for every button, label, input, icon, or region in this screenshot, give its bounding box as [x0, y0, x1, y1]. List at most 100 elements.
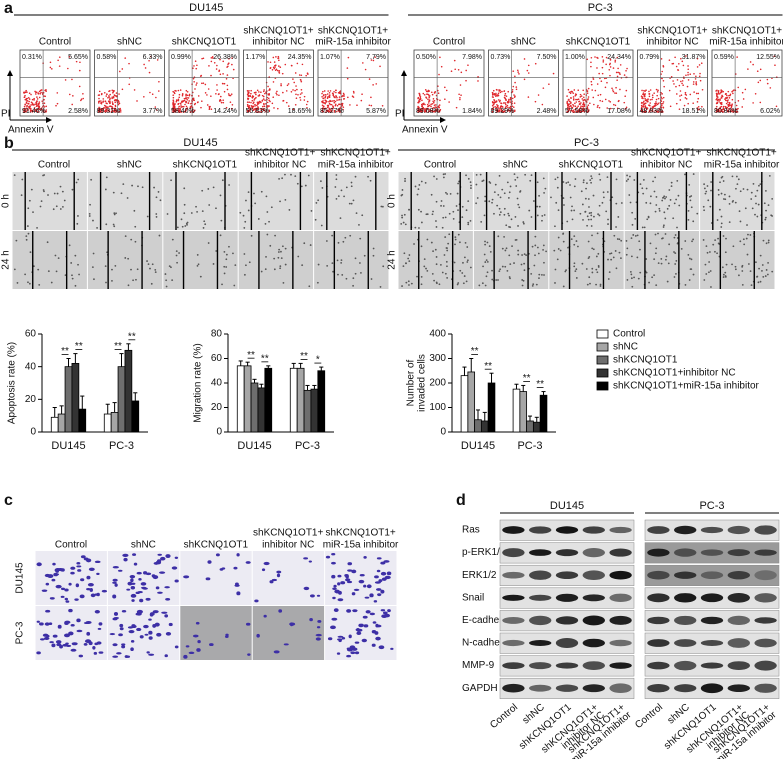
- cell-dot: [745, 89, 747, 91]
- blot-band: [556, 549, 578, 556]
- cell-speck: [557, 187, 559, 189]
- blot-band: [728, 571, 750, 579]
- cell-speck: [750, 234, 752, 236]
- cell-dot: [36, 105, 38, 107]
- cell-dot: [643, 104, 645, 106]
- blot-band: [728, 526, 750, 534]
- cell-dot: [676, 66, 678, 68]
- cell-dot: [106, 93, 108, 95]
- cell-dot: [184, 104, 186, 106]
- cell-speck: [408, 260, 410, 262]
- cell-speck: [197, 265, 199, 267]
- cell-speck: [355, 273, 357, 275]
- cell-dot: [625, 70, 627, 72]
- cell-dot: [268, 105, 270, 107]
- cell-dot: [689, 94, 691, 96]
- cell-dot: [26, 91, 28, 93]
- cell-dot: [335, 105, 337, 107]
- cell-speck: [480, 221, 482, 223]
- cell-speck: [541, 220, 543, 222]
- cell-speck: [487, 242, 489, 244]
- cell-speck: [215, 207, 217, 209]
- significance-label: **: [523, 373, 531, 384]
- cell-dot: [118, 93, 120, 95]
- cell-speck: [653, 274, 655, 276]
- cell-dot: [301, 74, 303, 76]
- cell-speck: [545, 250, 547, 252]
- cell-dot: [152, 93, 154, 95]
- group-label: PC-3: [699, 500, 724, 512]
- cell-dot: [194, 88, 196, 90]
- cell-speck: [343, 195, 345, 197]
- cell-dot: [258, 91, 260, 93]
- cell-dot: [718, 101, 720, 103]
- cell-speck: [132, 279, 134, 281]
- cell-speck: [714, 251, 716, 253]
- wound-image: [399, 231, 473, 289]
- cell-speck: [228, 246, 230, 248]
- cell-dot: [277, 70, 279, 72]
- cell-speck: [455, 239, 457, 241]
- blot-band: [647, 617, 669, 624]
- blot-band: [609, 640, 631, 646]
- cell-speck: [653, 258, 655, 260]
- cell-dot: [269, 88, 271, 90]
- transwell-image: [36, 551, 107, 605]
- cell-speck: [643, 179, 645, 181]
- blot-band: [502, 572, 524, 579]
- cell-speck: [599, 215, 601, 217]
- cell-speck: [182, 226, 184, 228]
- cell-speck: [261, 191, 263, 193]
- cell-speck: [543, 177, 545, 179]
- cell-dot: [507, 105, 509, 107]
- stained-cell: [310, 594, 315, 597]
- cell-dot: [438, 92, 440, 94]
- wound-image: [549, 231, 623, 289]
- cell-speck: [373, 255, 375, 257]
- blot-band: [701, 527, 723, 533]
- cell-dot: [575, 99, 577, 101]
- cell-speck: [121, 192, 123, 194]
- blot-band: [583, 684, 605, 692]
- cell-dot: [278, 65, 280, 67]
- stained-cell: [70, 572, 74, 575]
- cell-speck: [528, 210, 530, 212]
- legend-swatch: [597, 382, 608, 390]
- cell-speck: [541, 215, 543, 217]
- stained-cell: [143, 571, 147, 574]
- cell-dot: [174, 90, 176, 92]
- cell-dot: [296, 97, 298, 99]
- cell-dot: [328, 101, 330, 103]
- column-label: inhibitor NC: [640, 160, 692, 171]
- stained-cell: [114, 583, 117, 586]
- cell-dot: [548, 83, 550, 85]
- wound-image: [239, 231, 313, 289]
- cell-speck: [382, 206, 384, 208]
- cell-dot: [654, 105, 656, 107]
- cell-dot: [586, 59, 588, 61]
- legend-label: shNC: [613, 342, 638, 353]
- cell-speck: [602, 202, 604, 204]
- cell-dot: [499, 101, 501, 103]
- cell-speck: [716, 252, 718, 254]
- stained-cell: [385, 576, 391, 579]
- cell-dot: [477, 80, 479, 82]
- cell-speck: [615, 203, 617, 205]
- cell-dot: [685, 94, 687, 96]
- cell-dot: [277, 108, 279, 110]
- cell-speck: [758, 281, 760, 283]
- blot-band: [583, 615, 605, 625]
- blot-band: [701, 571, 723, 579]
- cell-speck: [732, 201, 734, 203]
- panel-label: c: [4, 492, 13, 509]
- cell-dot: [329, 96, 331, 98]
- cell-speck: [233, 285, 235, 287]
- cell-speck: [285, 248, 287, 250]
- cell-dot: [329, 92, 331, 94]
- stained-cell: [53, 573, 59, 575]
- stained-cell: [157, 554, 162, 556]
- stained-cell: [127, 582, 132, 586]
- cell-speck: [743, 243, 745, 245]
- blot-band: [754, 525, 776, 534]
- cell-speck: [208, 242, 210, 244]
